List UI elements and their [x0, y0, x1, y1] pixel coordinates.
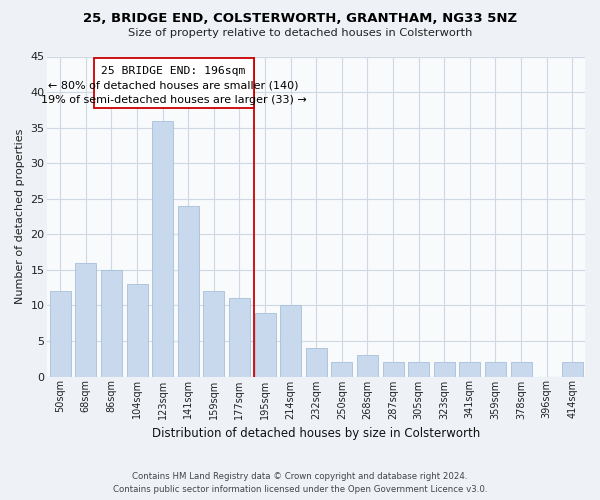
Bar: [306, 348, 327, 376]
X-axis label: Distribution of detached houses by size in Colsterworth: Distribution of detached houses by size …: [152, 427, 481, 440]
Bar: [485, 362, 506, 376]
Bar: [357, 355, 378, 376]
Bar: [460, 362, 481, 376]
Text: Size of property relative to detached houses in Colsterworth: Size of property relative to detached ho…: [128, 28, 472, 38]
Bar: [203, 291, 224, 376]
Text: 25 BRIDGE END: 196sqm: 25 BRIDGE END: 196sqm: [101, 66, 246, 76]
Text: 25, BRIDGE END, COLSTERWORTH, GRANTHAM, NG33 5NZ: 25, BRIDGE END, COLSTERWORTH, GRANTHAM, …: [83, 12, 517, 26]
Y-axis label: Number of detached properties: Number of detached properties: [15, 129, 25, 304]
Bar: [101, 270, 122, 376]
Bar: [152, 120, 173, 376]
Bar: [434, 362, 455, 376]
Bar: [178, 206, 199, 376]
Bar: [511, 362, 532, 376]
Text: ← 80% of detached houses are smaller (140): ← 80% of detached houses are smaller (14…: [48, 80, 299, 90]
Text: 19% of semi-detached houses are larger (33) →: 19% of semi-detached houses are larger (…: [41, 95, 307, 105]
Bar: [127, 284, 148, 376]
Bar: [280, 306, 301, 376]
Bar: [562, 362, 583, 376]
Bar: [50, 291, 71, 376]
Bar: [254, 312, 275, 376]
Bar: [408, 362, 429, 376]
Bar: [331, 362, 352, 376]
Text: Contains HM Land Registry data © Crown copyright and database right 2024.
Contai: Contains HM Land Registry data © Crown c…: [113, 472, 487, 494]
FancyBboxPatch shape: [94, 58, 254, 108]
Bar: [229, 298, 250, 376]
Bar: [76, 262, 97, 376]
Bar: [383, 362, 404, 376]
